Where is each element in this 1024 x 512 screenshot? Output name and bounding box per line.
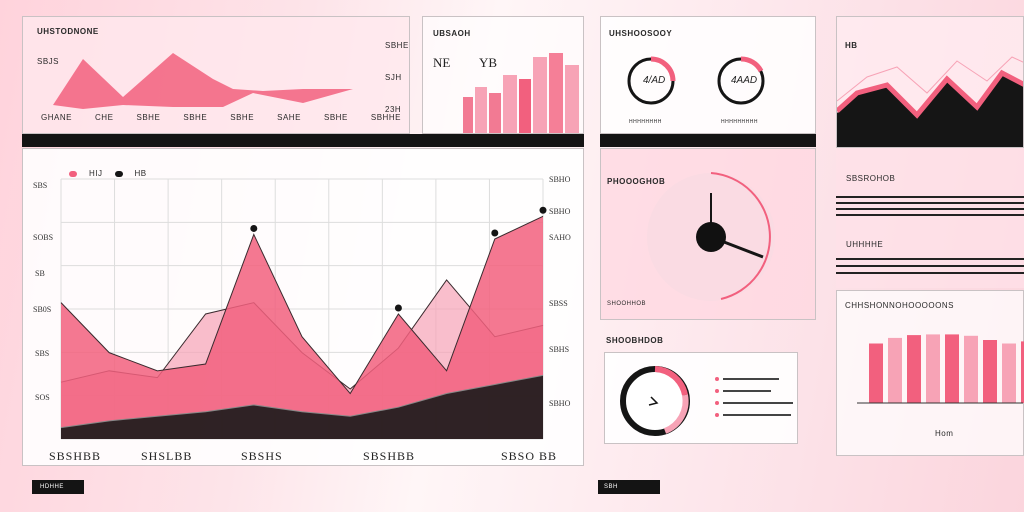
panel-title: SHOOBHDOB [606, 336, 664, 345]
bar [1002, 343, 1016, 403]
main-area-chart [60, 178, 547, 440]
bottom-label-right: SBH [604, 484, 618, 490]
right-label-3: 23H [385, 105, 402, 114]
series-area-2 [61, 375, 543, 439]
y-label-left: SBS [33, 181, 48, 190]
panel-subtitle: UHHHHE [846, 240, 884, 249]
list-item [715, 389, 793, 393]
gauge-a-value: 4/AD [643, 75, 666, 86]
progress-ring [620, 366, 690, 436]
legend-swatch-dark [114, 170, 123, 177]
x-label: SBSHBB [49, 449, 102, 463]
x-label: SBHHE [370, 113, 401, 122]
value-b: YB [479, 55, 498, 70]
gauge-b-value: 4AAD [731, 75, 758, 86]
bar [869, 343, 883, 403]
y-label-left: SB [35, 269, 45, 278]
panel-bars: CHHSHONNOHOOOOONS Hom [836, 290, 1024, 456]
bottom-bar-right [598, 480, 660, 494]
y-label-left: SB0S [33, 305, 52, 314]
panel-title: SBSROHOB [846, 174, 896, 183]
panel-right-lines: SBSROHOB UHHHHE [836, 148, 1024, 288]
divider-bar [600, 134, 816, 147]
y-label-right: SBHO [549, 399, 571, 408]
y-label-right: SBSS [549, 299, 568, 308]
panel-title: UHSHOOSOOY [609, 29, 673, 38]
y-label-right: SAHO [549, 233, 571, 242]
data-point[interactable] [250, 224, 258, 232]
right-label-1: SBHE [385, 41, 409, 50]
series-line-2 [60, 374, 544, 429]
bar [907, 335, 921, 403]
list-item [715, 401, 793, 405]
bottom-label-left: HDHHE [40, 484, 64, 490]
panel-clock: PHOOOGHOB SHOOHHOB [600, 148, 816, 320]
panel-main-chart: HIJ HB SBS SOBS SB SB0S SBS SOS SBHO SBH… [22, 148, 584, 466]
legend-text: HIJ [89, 169, 103, 178]
y-label-right: SBHO [549, 207, 571, 216]
bar [888, 337, 902, 403]
y-label-left: SBS [35, 349, 50, 358]
series-line-0 [60, 215, 544, 395]
panel-title: UBSAOH [433, 29, 471, 38]
bar [945, 334, 959, 403]
data-point[interactable] [394, 304, 402, 312]
panel-title: HB [845, 41, 858, 50]
panel-top-left: UHSTODNONE SBJS SBHE SJH 23H GHANE CHE S… [22, 16, 410, 134]
panel-top-middle: UBSAOH NE YB [422, 16, 584, 134]
panel-footer: Hom [935, 429, 954, 438]
y-label-right: SBHO [549, 175, 571, 184]
list-item [715, 413, 793, 417]
x-label: SBHE [324, 113, 348, 122]
panel-mountain: HB [836, 16, 1024, 148]
mini-area-chart [53, 53, 353, 109]
mountain-chart [837, 56, 1023, 147]
data-point[interactable] [491, 229, 499, 237]
bar [983, 340, 997, 403]
x-label: SBSHS [241, 449, 283, 463]
panel-title: PHOOOGHOB [607, 177, 666, 186]
x-label: CHE [95, 113, 114, 122]
bar [926, 334, 940, 403]
panel-footer: SHOOHHOB [607, 301, 647, 307]
x-label: SBSO BB [501, 449, 558, 463]
gauge-b-sub: HHHHHHHHH [721, 119, 758, 125]
x-label: SAHE [277, 113, 301, 122]
x-label: SBSHBB [363, 449, 416, 463]
data-point[interactable] [539, 206, 547, 214]
bar-chart [857, 334, 1024, 404]
list-item [715, 377, 793, 381]
bottom-bar-left [32, 480, 84, 494]
gauge-a-ring [627, 56, 765, 105]
y-label-left: SOBS [33, 233, 54, 242]
panel-gauges: UHSHOOSOOY 4/AD 4AAD HHHHHHHH HHHHHHHHH [600, 16, 816, 134]
bar [964, 335, 978, 403]
right-label-2: SJH [385, 73, 402, 82]
series-area-0 [61, 216, 543, 439]
divider-bar [22, 134, 584, 147]
x-label: SBHE [183, 113, 208, 122]
x-label: SHSLBB [141, 449, 193, 463]
bar-skyline [463, 53, 579, 133]
gauge-a-sub: HHHHHHHH [629, 119, 662, 125]
legend-text: HB [134, 169, 147, 178]
bar [1021, 341, 1024, 403]
y-label-right: SBHS [549, 345, 570, 354]
x-label: SBHE [230, 113, 255, 122]
panel-title: UHSTODNONE [37, 27, 99, 36]
panel-title: CHHSHONNOHOOOOONS [845, 301, 954, 310]
panel-gauge2 [604, 352, 798, 444]
panel-subtitle: SBJS [37, 57, 60, 66]
x-label: GHANE [41, 113, 72, 122]
legend: HIJ HB [69, 169, 147, 178]
value-a: NE [433, 55, 451, 70]
x-label: SBHE [136, 113, 161, 122]
y-label-left: SOS [35, 393, 50, 402]
legend-swatch-pink [69, 170, 77, 177]
clock-gauge [647, 172, 775, 301]
